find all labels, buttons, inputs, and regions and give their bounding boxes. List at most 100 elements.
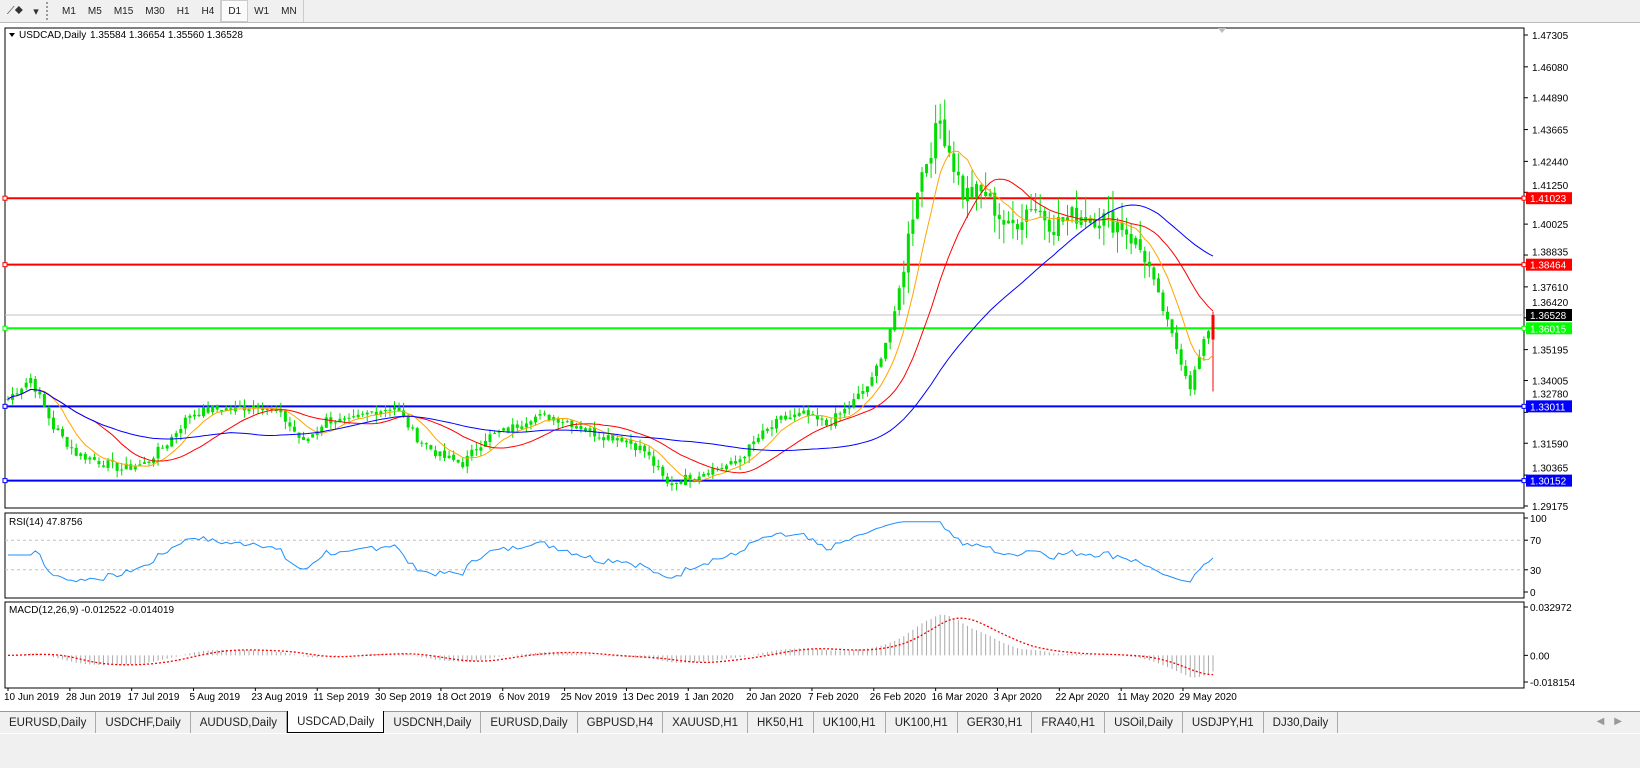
candle-body (638, 445, 642, 451)
candle (779, 414, 783, 424)
candle-body (156, 446, 160, 459)
candle-body (543, 413, 547, 415)
candle-body (283, 410, 287, 422)
level-handle-left[interactable] (2, 262, 8, 268)
timeframe-h1[interactable]: H1 (176, 5, 190, 17)
candle-body (79, 453, 83, 456)
candle-body (261, 408, 265, 411)
dropdown-arrow-icon[interactable]: ▾ (33, 5, 39, 18)
candle (975, 180, 979, 211)
candle (302, 431, 306, 440)
candle-body (852, 399, 856, 407)
timeframe-m30[interactable]: M30 (145, 5, 165, 17)
rsi-tick-label: 70 (1530, 536, 1542, 547)
candle (1134, 235, 1138, 249)
chart-tab[interactable]: USDCHF,Daily (96, 712, 191, 733)
ma-medium-line (7, 178, 1214, 474)
candle-body (906, 233, 910, 273)
level-handle-left[interactable] (2, 478, 8, 484)
symbol-menu-arrow-icon[interactable] (9, 33, 15, 37)
candle-body (479, 447, 483, 451)
candle (943, 99, 947, 149)
candle (611, 434, 615, 444)
candle-body (461, 462, 465, 468)
candle-body (765, 428, 769, 431)
candle-body (61, 429, 65, 437)
chart-tab[interactable]: HK50,H1 (748, 712, 814, 733)
candle-body (165, 445, 169, 449)
candle-body (92, 457, 96, 460)
candle-body (433, 450, 437, 457)
candle (784, 411, 788, 421)
candle (1034, 192, 1038, 214)
macd-pane (4, 601, 1525, 689)
chart-tab[interactable]: XAUUSD,H1 (663, 712, 748, 733)
candle (393, 401, 397, 416)
candle-body (606, 435, 610, 440)
candle (1015, 219, 1019, 240)
level-price-tag (1526, 474, 1572, 487)
candle-body (115, 462, 119, 471)
candle-body (370, 411, 374, 413)
chart-window[interactable]: 1.47305 1.46080 1.44890 1.43665 1.42440 1.412… (0, 24, 1640, 711)
chart-tab[interactable]: UK100,H1 (886, 712, 958, 733)
timeframe-d1[interactable]: D1 (221, 0, 249, 22)
candle-body (106, 460, 110, 468)
candle-body (756, 437, 760, 442)
level-handle-right[interactable] (1521, 262, 1527, 268)
timeframe-m5[interactable]: M5 (87, 5, 102, 17)
candle (665, 472, 669, 487)
date-label: 11 May 2020 (1117, 692, 1175, 703)
chart-tab[interactable]: USDCAD,Daily (287, 711, 385, 733)
candle-body (515, 424, 519, 428)
candle-body (984, 191, 988, 197)
toolbar-grip[interactable] (46, 2, 52, 20)
candle (561, 418, 565, 429)
chart-tab[interactable]: EURUSD,Daily (0, 712, 97, 733)
candle-body (629, 440, 633, 444)
chart-tab[interactable]: DJ30,Daily (1264, 712, 1339, 733)
chart-tab[interactable]: USOil,Daily (1105, 712, 1183, 733)
candle-body (1047, 219, 1051, 232)
candle-body (929, 158, 933, 164)
candle (1161, 289, 1165, 316)
line-studies-icon[interactable]: ⟋◆ (6, 4, 24, 17)
level-handle-right[interactable] (1521, 403, 1527, 409)
level-handle-left[interactable] (2, 195, 8, 201)
chart-tab[interactable]: USDJPY,H1 (1183, 712, 1264, 733)
chart-tab[interactable]: GER30,H1 (958, 712, 1033, 733)
timeframe-w1[interactable]: W1 (254, 5, 270, 17)
candle (165, 444, 169, 452)
candle (529, 419, 533, 430)
candle (565, 419, 569, 423)
chart-tab[interactable]: EURUSD,Daily (481, 712, 578, 733)
chart-tab[interactable]: UK100,H1 (814, 712, 886, 733)
chart-tab[interactable]: GBPUSD,H4 (578, 712, 664, 733)
price-tick-label: 1.32780 (1532, 389, 1569, 400)
level-handle-left[interactable] (2, 325, 8, 331)
chart-tab[interactable]: USDCNH,Daily (384, 712, 482, 733)
candle (1197, 349, 1201, 370)
chart-tab[interactable]: FRA40,H1 (1032, 712, 1106, 733)
candle (29, 373, 33, 388)
level-handle-right[interactable] (1521, 195, 1527, 201)
timeframe-m15[interactable]: M15 (113, 5, 134, 17)
candle-body (420, 442, 424, 444)
level-handle-right[interactable] (1521, 478, 1527, 484)
candle-body (747, 444, 751, 457)
level-handle-left[interactable] (2, 403, 8, 409)
candle (438, 450, 442, 461)
timeframe-m1[interactable]: M1 (62, 5, 76, 17)
candle-body (1038, 210, 1042, 213)
tab-scroll-arrows-icon[interactable]: ◀▶ (1596, 716, 1632, 727)
candle-body (897, 288, 901, 310)
candle (647, 446, 651, 460)
candle-body (379, 411, 383, 415)
chart-tab[interactable]: AUDUSD,Daily (191, 712, 288, 733)
timeframe-mn[interactable]: MN (281, 5, 297, 17)
candle-body (220, 410, 224, 412)
candle-body (1025, 209, 1029, 222)
timeframe-h4[interactable]: H4 (201, 5, 215, 17)
candle (79, 452, 83, 460)
level-handle-right[interactable] (1521, 325, 1527, 331)
